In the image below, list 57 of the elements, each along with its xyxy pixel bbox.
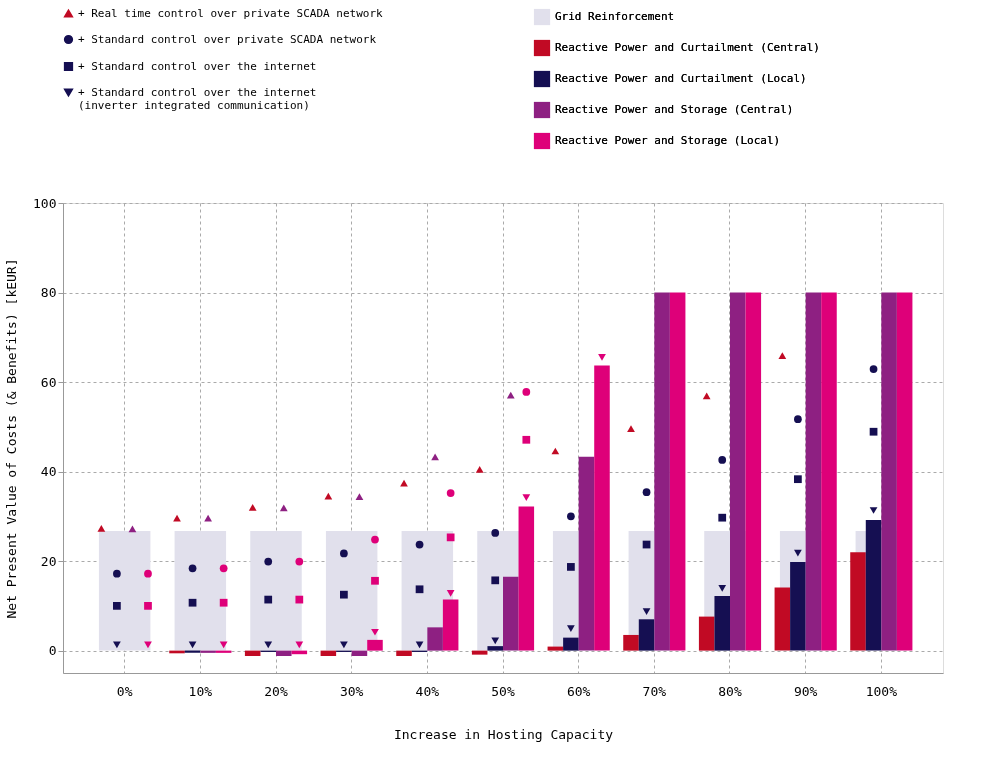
bar [714,596,730,651]
legend-label: Reactive Power and Curtailment (Local) [555,72,807,85]
bar [790,561,806,651]
legend-label: Grid Reinforcement [555,10,675,23]
legend-label: + Standard control over the internet (inverter integrated communication) [78,85,317,112]
bar [745,292,762,651]
bar [276,650,292,656]
bar [250,531,302,651]
bar [367,639,383,651]
x-tick-label: 50% [491,683,515,699]
legend-label: Reactive Power and Storage (Local) [555,134,781,147]
y-tick-label: 60 [40,374,57,390]
bar [325,531,378,651]
x-tick-label: 70% [642,683,667,699]
bar [654,292,670,651]
bar [547,646,564,651]
y-tick-label: 40 [40,464,57,480]
bar [805,292,822,651]
legend-label: Reactive Power and Storage (Central) [555,103,794,116]
x-axis-title: Increase in Hosting Capacity [393,726,614,742]
bar [669,292,686,651]
bar [698,616,715,651]
legend-label: Reactive Power and Curtailment (Central) [555,41,820,54]
x-tick-label: 10% [188,683,213,699]
bar [396,650,412,656]
bar [427,627,443,651]
bar [730,292,746,651]
bar [563,637,579,651]
x-tick-label: 40% [415,683,440,699]
x-tick-label: 30% [339,683,364,699]
bar [896,292,913,651]
y-axis-title: Net Present Value of Costs (& Benefits) [kEUR] [4,258,20,619]
bar [518,506,535,651]
bar [174,531,227,651]
y-tick-label: 20 [40,553,57,569]
y-tick-label: 80 [40,285,57,301]
bar [200,650,216,653]
bar [503,576,519,651]
legend-label: + Standard control over the internet [78,59,317,73]
legend-label: + Real time control over private SCADA network [78,6,384,20]
x-tick-label: 20% [264,683,288,699]
x-tick-label: 90% [793,683,818,699]
bar [638,619,655,651]
bar [774,587,791,651]
x-tick-label: 0% [116,683,133,699]
y-tick-label: 0 [48,643,57,659]
bar [98,531,151,651]
bar [471,650,488,655]
bar [821,292,837,651]
x-tick-label: 80% [718,683,742,699]
bar [594,365,610,651]
bar [578,456,595,651]
bar [623,634,639,651]
legend-label: + Standard control over private SCADA network [78,32,377,46]
x-tick-label: 100% [865,683,898,699]
y-tick-label: 100 [33,195,57,211]
x-tick-label: 60% [566,683,591,699]
